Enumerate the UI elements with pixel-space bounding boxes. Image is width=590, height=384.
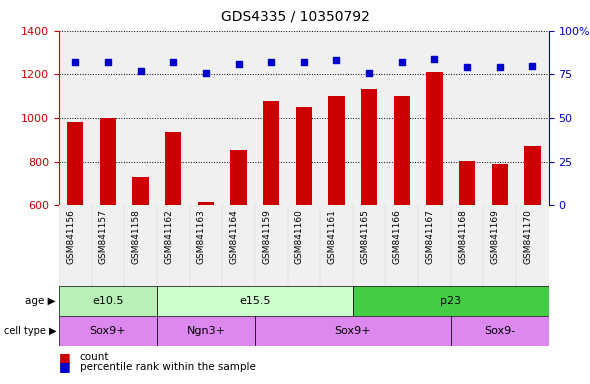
Bar [165,132,181,205]
Text: e15.5: e15.5 [239,296,271,306]
Text: cell type ▶: cell type ▶ [4,326,56,336]
Text: GSM841160: GSM841160 [295,210,304,264]
Bar [328,96,345,205]
Text: GSM841163: GSM841163 [197,210,206,264]
Bar [353,286,549,316]
Bar [230,150,247,205]
Bar [100,118,116,205]
Text: Sox9-: Sox9- [484,326,515,336]
Text: GSM841166: GSM841166 [393,210,402,264]
Text: GSM841156: GSM841156 [66,210,76,264]
Bar [459,161,476,205]
Bar [67,122,84,205]
Point [234,61,243,67]
Text: GSM841157: GSM841157 [99,210,108,264]
Text: percentile rank within the sample: percentile rank within the sample [80,362,255,372]
Point [527,63,537,69]
Bar [59,286,157,316]
Bar [426,72,442,205]
Bar [451,316,549,346]
Bar [361,89,378,205]
Bar [525,147,540,205]
Text: GSM841170: GSM841170 [523,210,532,264]
Point [103,59,113,65]
Point [169,59,178,65]
Point [201,70,211,76]
Bar [59,316,157,346]
Bar [157,316,255,346]
Text: age ▶: age ▶ [25,296,56,306]
Bar [198,202,214,205]
Point [495,65,504,71]
Text: GSM841164: GSM841164 [230,210,238,264]
Point [299,59,309,65]
Bar [394,96,410,205]
Text: ■: ■ [59,351,71,364]
Point [397,59,407,65]
Bar [157,286,353,316]
Bar [132,177,149,205]
Text: GSM841161: GSM841161 [327,210,336,264]
Bar [296,107,312,205]
Text: GSM841167: GSM841167 [425,210,434,264]
Bar [491,164,508,205]
Text: GDS4335 / 10350792: GDS4335 / 10350792 [221,9,369,23]
Bar [263,101,279,205]
Bar [59,205,549,286]
Text: GSM841162: GSM841162 [164,210,173,264]
Point [463,65,472,71]
Text: Ngn3+: Ngn3+ [186,326,225,336]
Text: Sox9+: Sox9+ [90,326,126,336]
Bar [255,316,451,346]
Text: GSM841165: GSM841165 [360,210,369,264]
Point [136,68,145,74]
Point [430,56,439,62]
Text: count: count [80,352,109,362]
Text: p23: p23 [440,296,461,306]
Point [332,57,341,63]
Text: GSM841168: GSM841168 [458,210,467,264]
Text: GSM841169: GSM841169 [491,210,500,264]
Point [267,59,276,65]
Text: GSM841158: GSM841158 [132,210,140,264]
Point [365,70,374,76]
Text: GSM841159: GSM841159 [262,210,271,264]
Point [71,59,80,65]
Text: e10.5: e10.5 [92,296,124,306]
Text: ■: ■ [59,360,71,373]
Text: Sox9+: Sox9+ [335,326,371,336]
